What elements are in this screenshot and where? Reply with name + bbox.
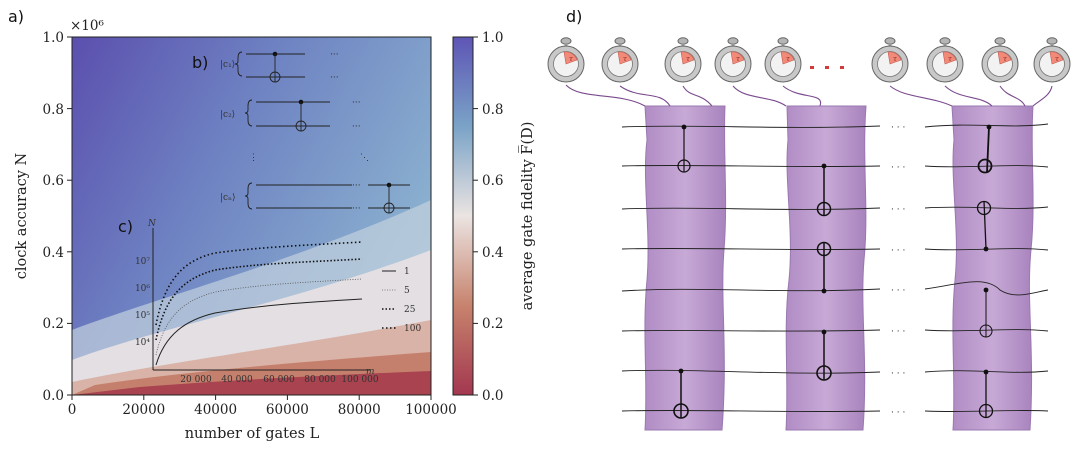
clock-icons: τ τ τ τ [547,37,1071,83]
ellipsis: ··· [352,98,361,108]
inset-x-label: m [366,367,375,377]
curve-5 [155,278,363,356]
inset-b-circuit: b) |c₁⟩ ··· ··· |c₂⟩ ··· ··· ⋮ ⋱ |cₙ⟩ ··… [192,50,410,214]
y-axis-label: clock accuracy N [14,152,30,279]
colorbar-label: average gate fidelity F̅(D) [517,122,536,311]
inset-c-plot: c) N m 10⁴ 10⁵ 10⁶ 10⁷ 20 000 40 000 60 … [118,217,421,385]
svg-text:τ: τ [786,55,790,63]
heatmap-area [72,37,431,395]
clock-icon: τ [664,37,702,83]
y-tick-label: 0.4 [43,245,64,261]
x-axis-label: number of gates L [185,426,320,442]
curve-1 [155,298,363,366]
legend-entry: 1 [404,267,410,277]
inset-x-tick: 80 000 [304,375,336,385]
wire-ellipses: · · · · · · · · · · · · · · · · · · · · … [891,123,905,418]
inset-x-tick: 40 000 [221,375,253,385]
svg-text:τ: τ [686,55,690,63]
y-tick-label: 0.0 [43,388,64,404]
ellipsis: ··· [352,204,361,214]
colorbar-tick: 1.0 [482,30,503,46]
colorbar-tick: 0.4 [482,245,503,261]
inset-y-tick: 10⁶ [135,284,150,294]
register-label-c1: |c₁⟩ [220,60,235,70]
inset-y-tick: 10⁴ [135,338,150,348]
x-tick-label: 80000 [338,402,381,418]
svg-text:τ: τ [1003,55,1007,63]
clock-icon: τ [981,37,1019,83]
svg-text:τ: τ [1055,55,1059,63]
panel-label-b: b) [192,53,208,72]
legend-entry: 25 [404,305,416,315]
time-slice-1 [644,105,727,431]
inset-y-tick: 10⁷ [135,257,150,267]
svg-text:τ: τ [948,55,952,63]
svg-text:τ: τ [569,55,573,63]
colorbar-tick: 0.0 [482,388,503,404]
y-tick-label: 1.0 [43,30,64,46]
inset-x-tick: 20 000 [180,375,212,385]
svg-text:τ: τ [893,55,897,63]
register-label-c2: |c₂⟩ [220,110,235,120]
clock-ellipsis [810,66,844,69]
legend-entry: 5 [404,286,410,296]
x-axis: 0 20000 40000 60000 80000 100000 number … [68,395,457,442]
clock-icon: τ [926,37,964,83]
cnot-gates [673,124,994,419]
heatmap-frame [71,36,432,396]
clock-icon: τ [601,37,639,83]
ellipsis: · · · [891,327,905,337]
y-tick-label: 0.2 [43,316,64,332]
legend-entry: 100 [404,324,421,334]
svg-text:τ: τ [736,55,740,63]
colorbar-tick: 0.2 [482,316,503,332]
x-tick-label: 100000 [405,402,457,418]
colorbar: 0.0 0.2 0.4 0.6 0.8 1.0 average gate fid… [452,30,536,404]
ellipsis: · · · [891,286,905,296]
clock-icon: τ [764,37,802,83]
x-tick-label: 20000 [122,402,165,418]
panel-label-c: c) [118,217,133,236]
vertical-ellipsis: ⋮ [249,153,258,163]
ellipsis: ··· [330,50,339,60]
y-tick-label: 0.6 [43,173,64,189]
ellipsis: · · · [891,246,905,256]
ellipsis: · · · [891,123,905,133]
clock-cords [565,84,1053,107]
colorbar-tick: 0.8 [482,102,503,118]
time-slice-2 [785,105,867,431]
panel-label-d: d) [566,7,582,26]
y-tick-label: 0.8 [43,102,64,118]
inset-legend: 1 5 25 100 [382,267,421,334]
clock-icon: τ [1033,37,1071,83]
y-scale-multiplier: ×10⁶ [70,18,104,34]
diagonal-ellipsis: ⋱ [360,153,369,163]
ellipsis: ··· [352,181,361,191]
inset-x-tick: 60 000 [263,375,295,385]
x-tick-label: 0 [68,402,77,418]
inset-x-tick: 100 000 [341,375,378,385]
x-tick-label: 60000 [266,402,309,418]
clock-icon: τ [714,37,752,83]
time-slice-3 [951,105,1034,431]
inset-y-label: N [147,219,157,229]
svg-text:τ: τ [623,55,627,63]
clock-icon: τ [871,37,909,83]
ellipsis: · · · [891,408,905,418]
colorbar-tick: 0.6 [482,173,503,189]
ellipsis: · · · [891,205,905,215]
panel-label-a: a) [8,7,24,26]
ellipsis: · · · [891,163,905,173]
ellipsis: ··· [352,122,361,132]
register-label-cn: |cₙ⟩ [220,193,235,203]
qubit-wires [621,123,1049,413]
inset-y-tick: 10⁵ [135,311,150,321]
x-tick-label: 40000 [194,402,237,418]
ellipsis: · · · [891,369,905,379]
ellipsis: ··· [330,73,339,83]
y-axis: 0.0 0.2 0.4 0.6 0.8 1.0 ×10⁶ clock accur… [14,18,104,404]
clock-icon: τ [547,37,585,83]
